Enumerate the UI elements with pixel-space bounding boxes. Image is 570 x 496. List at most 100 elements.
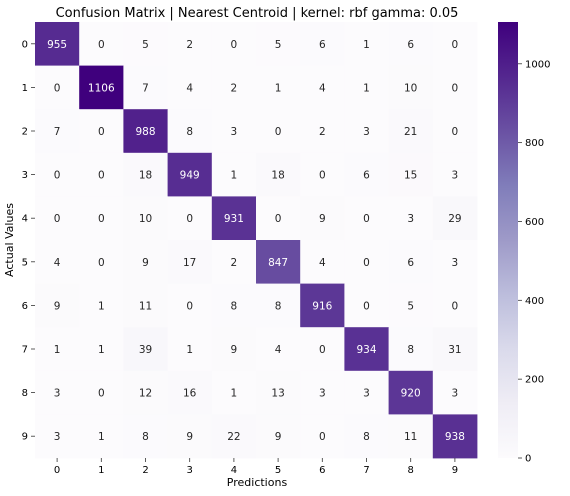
- heatmap-cell: [123, 370, 168, 415]
- cell-value-label: 8: [363, 431, 370, 443]
- heatmap-cell: [256, 283, 301, 328]
- cell-value-label: 0: [452, 300, 459, 312]
- heatmap-cell: [300, 414, 345, 459]
- cell-value-label: 847: [268, 257, 288, 269]
- heatmap-cell: [432, 240, 478, 284]
- x-tick-label: 5: [275, 465, 281, 476]
- heatmap-cell: [344, 414, 389, 459]
- y-tick-label: 5: [22, 257, 28, 268]
- cell-value-label: 2: [186, 39, 193, 51]
- cell-value-label: 6: [319, 39, 326, 51]
- cell-value-label: 3: [363, 126, 370, 138]
- heatmap-cell: [35, 283, 80, 328]
- cell-value-label: 4: [186, 82, 193, 94]
- x-tick-label: 9: [452, 465, 458, 476]
- heatmap-cell: [256, 240, 301, 284]
- heatmap-cell: [123, 414, 168, 459]
- cell-value-label: 9: [142, 257, 149, 269]
- cell-value-label: 2: [319, 126, 326, 138]
- heatmap-cell: [256, 414, 301, 459]
- heatmap-cell: [167, 109, 213, 154]
- cell-value-label: 8: [407, 344, 414, 356]
- heatmap-cell: [256, 22, 301, 66]
- cell-value-label: 955: [47, 39, 67, 51]
- cell-value-label: 988: [135, 126, 155, 138]
- heatmap-cell: [432, 65, 478, 110]
- heatmap-cell: [211, 196, 257, 241]
- cell-value-label: 0: [98, 388, 105, 400]
- heatmap-cell: [211, 22, 257, 66]
- heatmap-cell: [388, 196, 434, 241]
- cell-value-label: 0: [98, 213, 105, 225]
- heatmap-cell: [344, 283, 389, 328]
- heatmap-cell: [79, 65, 124, 110]
- x-axis-label: Predictions: [227, 476, 288, 489]
- heatmap-cell: [388, 414, 434, 459]
- cell-value-label: 0: [363, 300, 370, 312]
- cell-value-label: 3: [452, 257, 459, 269]
- heatmap-cell: [344, 22, 389, 66]
- cell-value-label: 3: [363, 388, 370, 400]
- heatmap-cell: [432, 414, 478, 459]
- cell-value-label: 1: [98, 431, 105, 443]
- colorbar-ticks: 0 200 400 600 800 1000: [518, 59, 550, 465]
- cell-value-label: 0: [54, 213, 61, 225]
- heatmap-cell: [167, 414, 213, 459]
- cell-value-label: 8: [231, 300, 238, 312]
- heatmap-cell: [300, 196, 345, 241]
- heatmap-cell: [123, 196, 168, 241]
- cell-value-label: 0: [363, 257, 370, 269]
- cell-value-label: 1: [186, 344, 193, 356]
- cell-value-label: 15: [404, 170, 417, 182]
- heatmap-cell: [344, 196, 389, 241]
- heatmap-cell: [211, 327, 257, 372]
- heatmap-cell: [388, 22, 434, 66]
- heatmap-cell: [79, 240, 124, 284]
- heatmap-cell: [35, 370, 80, 415]
- x-tick-label: 1: [98, 465, 104, 476]
- heatmap-cell: [123, 22, 168, 66]
- heatmap-cell: [344, 370, 389, 415]
- cell-value-label: 3: [407, 213, 414, 225]
- heatmap-cell: [79, 414, 124, 459]
- cell-value-label: 1: [231, 170, 238, 182]
- cell-value-label: 8: [186, 126, 193, 138]
- heatmap-cell: [123, 152, 168, 197]
- y-tick-label: 7: [22, 345, 28, 356]
- cell-value-label: 4: [54, 257, 61, 269]
- heatmap-cell: [35, 152, 80, 197]
- heatmap-cell: [432, 22, 478, 66]
- cell-value-label: 7: [142, 82, 149, 94]
- x-tick-label: 7: [363, 465, 369, 476]
- heatmap-cell: [388, 370, 434, 415]
- heatmap-cell: [432, 152, 478, 197]
- cell-value-label: 0: [452, 126, 459, 138]
- heatmap-cell: [211, 152, 257, 197]
- heatmap-cell: [211, 370, 257, 415]
- y-tick-label: 6: [22, 301, 28, 312]
- heatmap-cell: [167, 22, 213, 66]
- cell-value-label: 8: [275, 300, 282, 312]
- heatmap-cell: [79, 283, 124, 328]
- cell-value-label: 21: [404, 126, 417, 138]
- heatmap-cell: [300, 22, 345, 66]
- heatmap-cell: [167, 370, 213, 415]
- heatmap-cell: [432, 196, 478, 241]
- heatmap-cell: [432, 327, 478, 372]
- colorbar-tick-label: 400: [525, 296, 544, 307]
- cell-value-label: 13: [271, 388, 284, 400]
- cell-value-label: 9: [231, 344, 238, 356]
- x-tick-label: 8: [408, 465, 414, 476]
- cell-value-label: 31: [448, 344, 461, 356]
- cell-value-label: 1: [275, 82, 282, 94]
- heatmap-cell: [388, 327, 434, 372]
- heatmap-cell: [35, 109, 80, 154]
- cell-value-label: 0: [363, 213, 370, 225]
- cell-value-label: 0: [98, 170, 105, 182]
- cell-value-label: 1: [363, 82, 370, 94]
- x-tick-label: 6: [319, 465, 325, 476]
- heatmap-cell: [211, 65, 257, 110]
- x-tick-label: 4: [231, 465, 237, 476]
- cell-value-label: 6: [407, 39, 414, 51]
- heatmap-cell: [79, 109, 124, 154]
